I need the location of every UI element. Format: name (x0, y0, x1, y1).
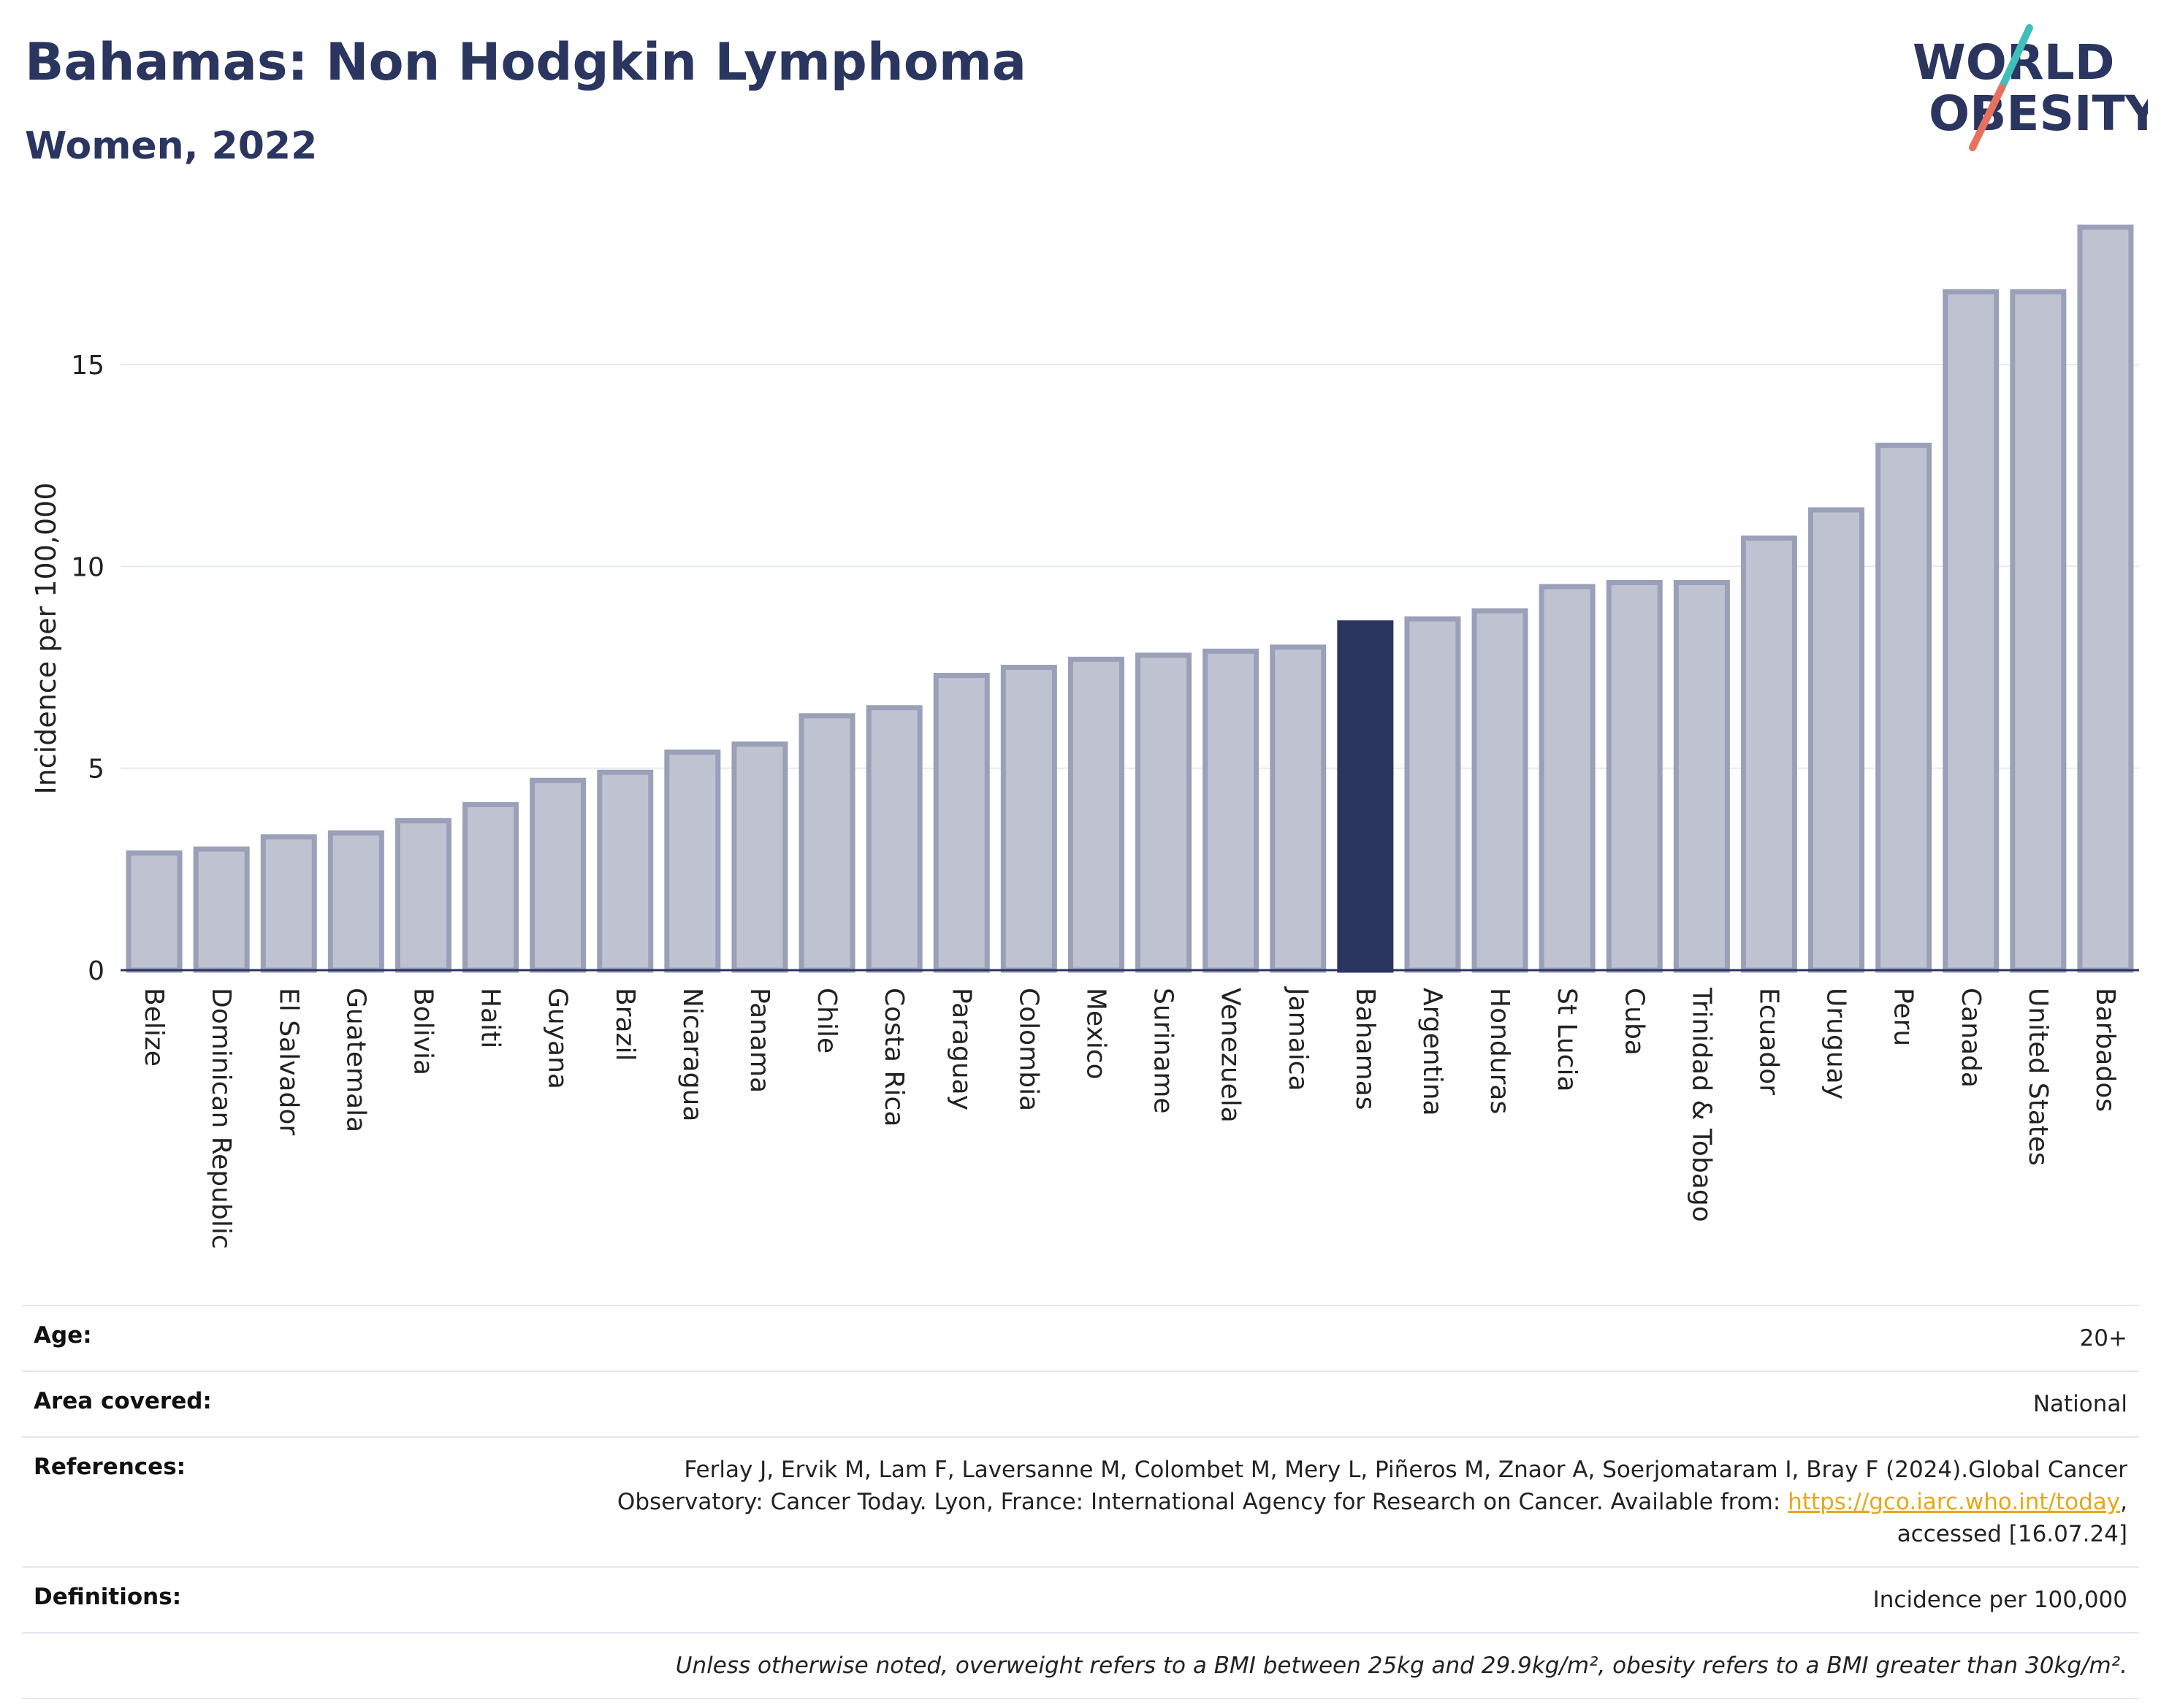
bar-panama[interactable] (731, 741, 788, 973)
x-tick-label: Venezuela (1216, 988, 1246, 1123)
info-row-age: Age: 20+ (22, 1306, 2139, 1372)
bar-trinidad-tobago[interactable] (1673, 579, 1730, 973)
x-tick-label: Suriname (1148, 988, 1178, 1114)
x-tick-label: United States (2023, 988, 2053, 1166)
bar-united-states[interactable] (2010, 289, 2067, 973)
bar-guatemala[interactable] (327, 830, 384, 973)
bar-barbados[interactable] (2077, 224, 2134, 973)
bar-suriname[interactable] (1135, 652, 1192, 973)
references-value: Ferlay J, Ervik M, Lam F, Laversanne M, … (586, 1454, 2127, 1550)
x-tick-label: Bolivia (408, 988, 438, 1075)
x-tick-label: Peru (1889, 988, 1918, 1046)
references-label: References: (34, 1454, 186, 1480)
bar-colombia[interactable] (1000, 664, 1057, 973)
info-row-area: Area covered: National (22, 1372, 2139, 1438)
bmi-note: Unless otherwise noted, overweight refer… (675, 1652, 2127, 1679)
bar-guyana[interactable] (530, 777, 587, 973)
bar-chart: 0 5 10 15 Belize Dominican Republic El Salvad… (30, 224, 2139, 1249)
x-tick-label: Cuba (1619, 988, 1649, 1056)
bar-ecuador[interactable] (1740, 535, 1797, 973)
bar-st-lucia[interactable] (1539, 584, 1596, 973)
y-tick-label: 5 (88, 755, 104, 785)
x-tick-label: Mexico (1080, 988, 1110, 1080)
bar-cuba[interactable] (1606, 579, 1663, 973)
y-axis-title: Incidence per 100,000 (30, 482, 62, 794)
bar-honduras[interactable] (1471, 608, 1528, 973)
bar-venezuela[interactable] (1203, 648, 1259, 973)
bar-canada[interactable] (1943, 289, 2000, 973)
area-label: Area covered: (34, 1388, 212, 1414)
bar-haiti[interactable] (462, 801, 519, 973)
x-tick-label: Colombia (1013, 988, 1043, 1111)
grid-lines (121, 363, 2139, 769)
y-tick-label: 0 (88, 956, 104, 986)
page-subtitle: Women, 2022 (25, 124, 318, 168)
logo-text-obesity: OBESITY (1929, 85, 2148, 142)
definitions-value: Incidence per 100,000 (1872, 1587, 2127, 1613)
x-tick-label: Argentina (1417, 988, 1447, 1116)
page-title: Bahamas: Non Hodgkin Lymphoma (25, 32, 1027, 92)
bar-brazil[interactable] (597, 769, 654, 973)
definitions-label: Definitions: (34, 1584, 182, 1610)
x-tick-label: Dominican Republic (206, 988, 236, 1249)
x-tick-label: Belize (139, 988, 169, 1067)
references-link[interactable]: https://gco.iarc.who.int/today (1788, 1489, 2121, 1515)
logo-slash-red (1969, 84, 2005, 151)
x-tick-label: Costa Rica (879, 988, 909, 1126)
bar-bolivia[interactable] (395, 818, 451, 973)
x-tick-label: Panama (744, 988, 774, 1093)
x-tick-label: Guyana (543, 988, 573, 1089)
bar-peru[interactable] (1875, 443, 1932, 973)
x-tick-labels: Belize Dominican Republic El Salvador Guate… (139, 986, 2120, 1249)
x-tick-label: El Salvador (273, 988, 303, 1135)
bar-uruguay[interactable] (1808, 507, 1865, 973)
x-tick-label: Jamaica (1283, 986, 1313, 1091)
bar-paraguay[interactable] (933, 673, 990, 973)
logo-slash-teal (1998, 24, 2033, 91)
x-tick-label: Chile (812, 988, 842, 1053)
x-tick-label: Ecuador (1753, 988, 1783, 1095)
bar-mexico[interactable] (1067, 656, 1124, 973)
info-row-definitions: Definitions: Incidence per 100,000 (22, 1568, 2139, 1633)
area-value: National (2032, 1391, 2127, 1417)
x-tick-label: Uruguay (1821, 988, 1851, 1099)
y-tick-labels: 0 5 10 15 (71, 351, 104, 986)
x-tick-label: Honduras (1485, 988, 1514, 1114)
bar-costa-rica[interactable] (866, 705, 923, 973)
bar-argentina[interactable] (1404, 616, 1461, 973)
references-text-2: , accessed [16.07.24] (1897, 1489, 2127, 1547)
bar-belize[interactable] (126, 850, 183, 973)
x-tick-label: Haiti (476, 988, 506, 1048)
bar-bahamas[interactable] (1337, 620, 1394, 973)
info-row-note: Unless otherwise noted, overweight refer… (22, 1633, 2139, 1699)
x-tick-label: Paraguay (946, 988, 976, 1110)
x-tick-label: Canada (1956, 988, 1986, 1088)
world-obesity-logo: WORLD OBESITY (1913, 24, 2148, 151)
x-tick-label: Barbados (2090, 988, 2120, 1112)
bar-nicaragua[interactable] (664, 750, 721, 973)
x-tick-label: St Lucia (1552, 988, 1582, 1092)
bar-el-salvador[interactable] (260, 834, 317, 973)
y-tick-label: 15 (71, 351, 104, 381)
x-tick-label: Nicaragua (677, 988, 707, 1121)
y-tick-label: 10 (71, 552, 104, 582)
x-tick-label: Guatemala (340, 988, 370, 1132)
bars (126, 224, 2134, 973)
info-row-references: References: Ferlay J, Ervik M, Lam F, La… (22, 1438, 2139, 1568)
bar-jamaica[interactable] (1270, 644, 1327, 973)
age-label: Age: (34, 1322, 92, 1349)
bar-dominican-republic[interactable] (193, 846, 250, 973)
x-tick-label: Brazil (610, 988, 640, 1061)
bar-chile[interactable] (799, 713, 855, 973)
x-tick-label: Trinidad & Tobago (1686, 987, 1716, 1222)
references-text-1: Ferlay J, Ervik M, Lam F, Laversanne M, … (617, 1457, 2127, 1515)
x-tick-label: Bahamas (1350, 988, 1380, 1110)
age-value: 20+ (2079, 1325, 2127, 1351)
info-table: Age: 20+ Area covered: National Referenc… (22, 1305, 2139, 1699)
